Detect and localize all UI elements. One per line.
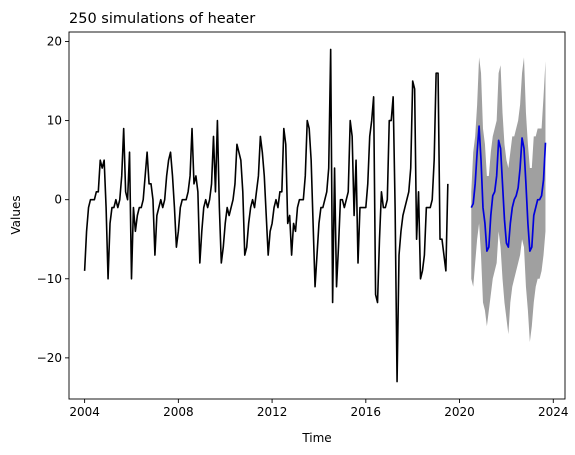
simulation-band [471,57,546,343]
y-tick-label: −20 [37,351,62,365]
x-tick-label: 2012 [257,405,288,419]
x-axis: 2004 2008 2012 2016 2020 2024 [69,399,569,419]
plot-frame [68,31,566,400]
chart-title: 250 simulations of heater [69,11,255,27]
y-tick-label: 20 [47,34,62,48]
y-tick-label: −10 [37,272,62,286]
y-tick-label: 10 [47,114,62,128]
y-axis: 20 10 0 −10 −20 [37,34,69,365]
x-tick-label: 2008 [163,405,194,419]
plot-area [83,48,547,383]
simulation-mean-line [470,125,547,252]
y-axis-title: Values [9,195,23,234]
x-tick-label: 2024 [538,405,569,419]
x-tick-label: 2016 [351,405,382,419]
x-tick-label: 2004 [69,405,100,419]
x-tick-label: 2020 [444,405,475,419]
observed-series-line [83,48,449,383]
y-tick-label: 0 [54,193,62,207]
x-axis-title: Time [301,431,331,445]
